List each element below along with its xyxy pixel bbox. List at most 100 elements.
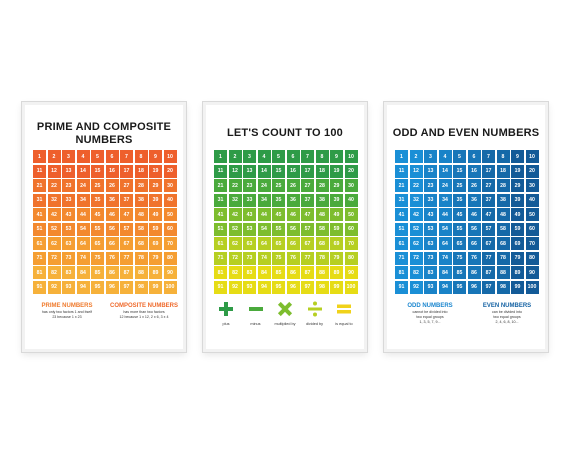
number-cell: 82 xyxy=(409,266,423,279)
number-cell: 69 xyxy=(511,237,524,250)
number-cell: 86 xyxy=(467,266,481,279)
number-cell: 18 xyxy=(134,164,148,178)
number-cell: 72 xyxy=(228,251,242,265)
legend-text: 12 because 1 x 12, 2 x 6, 3 x 4 xyxy=(119,315,169,319)
number-cell: 50 xyxy=(525,208,539,221)
number-cell: 29 xyxy=(330,179,343,192)
number-cell: 68 xyxy=(315,237,329,250)
number-cell: 16 xyxy=(286,164,300,178)
number-cell: 77 xyxy=(120,251,133,265)
number-cell: 74 xyxy=(257,251,271,265)
number-cell: 50 xyxy=(344,208,358,221)
sign-multiply: multiplied by xyxy=(271,301,299,326)
poster-title: ODD AND EVEN NUMBERS xyxy=(391,127,541,140)
number-cell: 24 xyxy=(257,179,271,192)
title-line: LET'S COUNT TO 100 xyxy=(226,127,344,139)
number-cell: 82 xyxy=(47,266,61,279)
sign-minus: minus xyxy=(242,301,270,326)
hundred-grid: 1 2 3 4 5 6 7 8 9 10 11 12 13 14 15 16 17 18 19 20 21 22 23 24 2… xyxy=(214,150,358,294)
number-cell: 27 xyxy=(120,179,133,192)
number-cell: 30 xyxy=(525,179,539,192)
number-cell: 79 xyxy=(330,251,343,265)
number-cell: 95 xyxy=(453,280,466,294)
number-cell: 40 xyxy=(163,193,177,207)
number-cell: 64 xyxy=(257,237,271,250)
number-cell: 2 xyxy=(47,150,61,163)
number-cell: 54 xyxy=(257,222,271,236)
number-cell: 54 xyxy=(76,222,90,236)
number-cell: 91 xyxy=(395,280,408,294)
number-cell: 53 xyxy=(243,222,256,236)
number-cell: 85 xyxy=(453,266,466,279)
number-cell: 24 xyxy=(76,179,90,192)
number-cell: 83 xyxy=(62,266,75,279)
number-cell: 34 xyxy=(257,193,271,207)
number-cell: 27 xyxy=(482,179,495,192)
number-cell: 98 xyxy=(496,280,510,294)
number-cell: 38 xyxy=(496,193,510,207)
sign-plus: plus xyxy=(212,301,240,326)
number-cell: 25 xyxy=(272,179,285,192)
legend-text: has more than two factors xyxy=(123,310,165,314)
number-cell: 47 xyxy=(482,208,495,221)
number-cell: 32 xyxy=(47,193,61,207)
number-cell: 4 xyxy=(76,150,90,163)
number-cell: 83 xyxy=(243,266,256,279)
number-cell: 43 xyxy=(424,208,437,221)
number-cell: 22 xyxy=(228,179,242,192)
legend-heading: ODD NUMBERS xyxy=(407,303,453,309)
number-cell: 100 xyxy=(163,280,177,294)
number-cell: 61 xyxy=(33,237,46,250)
number-cell: 15 xyxy=(272,164,285,178)
number-cell: 14 xyxy=(438,164,452,178)
number-cell: 57 xyxy=(301,222,314,236)
number-cell: 33 xyxy=(62,193,75,207)
number-cell: 72 xyxy=(409,251,423,265)
number-cell: 59 xyxy=(330,222,343,236)
number-cell: 63 xyxy=(424,237,437,250)
number-cell: 33 xyxy=(243,193,256,207)
number-cell: 20 xyxy=(525,164,539,178)
number-cell: 99 xyxy=(149,280,162,294)
number-cell: 41 xyxy=(33,208,46,221)
number-cell: 9 xyxy=(330,150,343,163)
number-cell: 9 xyxy=(511,150,524,163)
number-cell: 38 xyxy=(315,193,329,207)
number-cell: 96 xyxy=(467,280,481,294)
number-cell: 69 xyxy=(330,237,343,250)
number-cell: 86 xyxy=(105,266,119,279)
number-cell: 66 xyxy=(105,237,119,250)
number-cell: 71 xyxy=(395,251,408,265)
number-cell: 73 xyxy=(243,251,256,265)
legend-composite: COMPOSITE NUMBERS has more than two fact… xyxy=(105,302,183,320)
number-cell: 100 xyxy=(525,280,539,294)
number-cell: 2 xyxy=(409,150,423,163)
number-cell: 51 xyxy=(395,222,408,236)
number-cell: 12 xyxy=(409,164,423,178)
number-cell: 56 xyxy=(467,222,481,236)
number-cell: 8 xyxy=(496,150,510,163)
number-cell: 66 xyxy=(467,237,481,250)
title-line: ODD AND EVEN NUMBERS xyxy=(392,127,540,139)
number-cell: 92 xyxy=(409,280,423,294)
number-cell: 65 xyxy=(272,237,285,250)
number-cell: 32 xyxy=(409,193,423,207)
poster-title: PRIME AND COMPOSITE NUMBERS xyxy=(29,121,179,147)
number-cell: 15 xyxy=(453,164,466,178)
number-cell: 27 xyxy=(301,179,314,192)
number-cell: 25 xyxy=(91,179,104,192)
legend-prime: PRIME NUMBERS has only two factors 1 and… xyxy=(31,302,103,320)
number-cell: 35 xyxy=(453,193,466,207)
number-cell: 93 xyxy=(424,280,437,294)
number-cell: 8 xyxy=(134,150,148,163)
number-cell: 89 xyxy=(149,266,162,279)
number-cell: 97 xyxy=(301,280,314,294)
sign-label: divided by xyxy=(305,322,324,326)
number-cell: 52 xyxy=(409,222,423,236)
number-cell: 58 xyxy=(134,222,148,236)
number-cell: 55 xyxy=(91,222,104,236)
sign-label: plus xyxy=(222,322,230,326)
number-cell: 66 xyxy=(286,237,300,250)
number-cell: 82 xyxy=(228,266,242,279)
multiply-icon xyxy=(277,301,293,317)
